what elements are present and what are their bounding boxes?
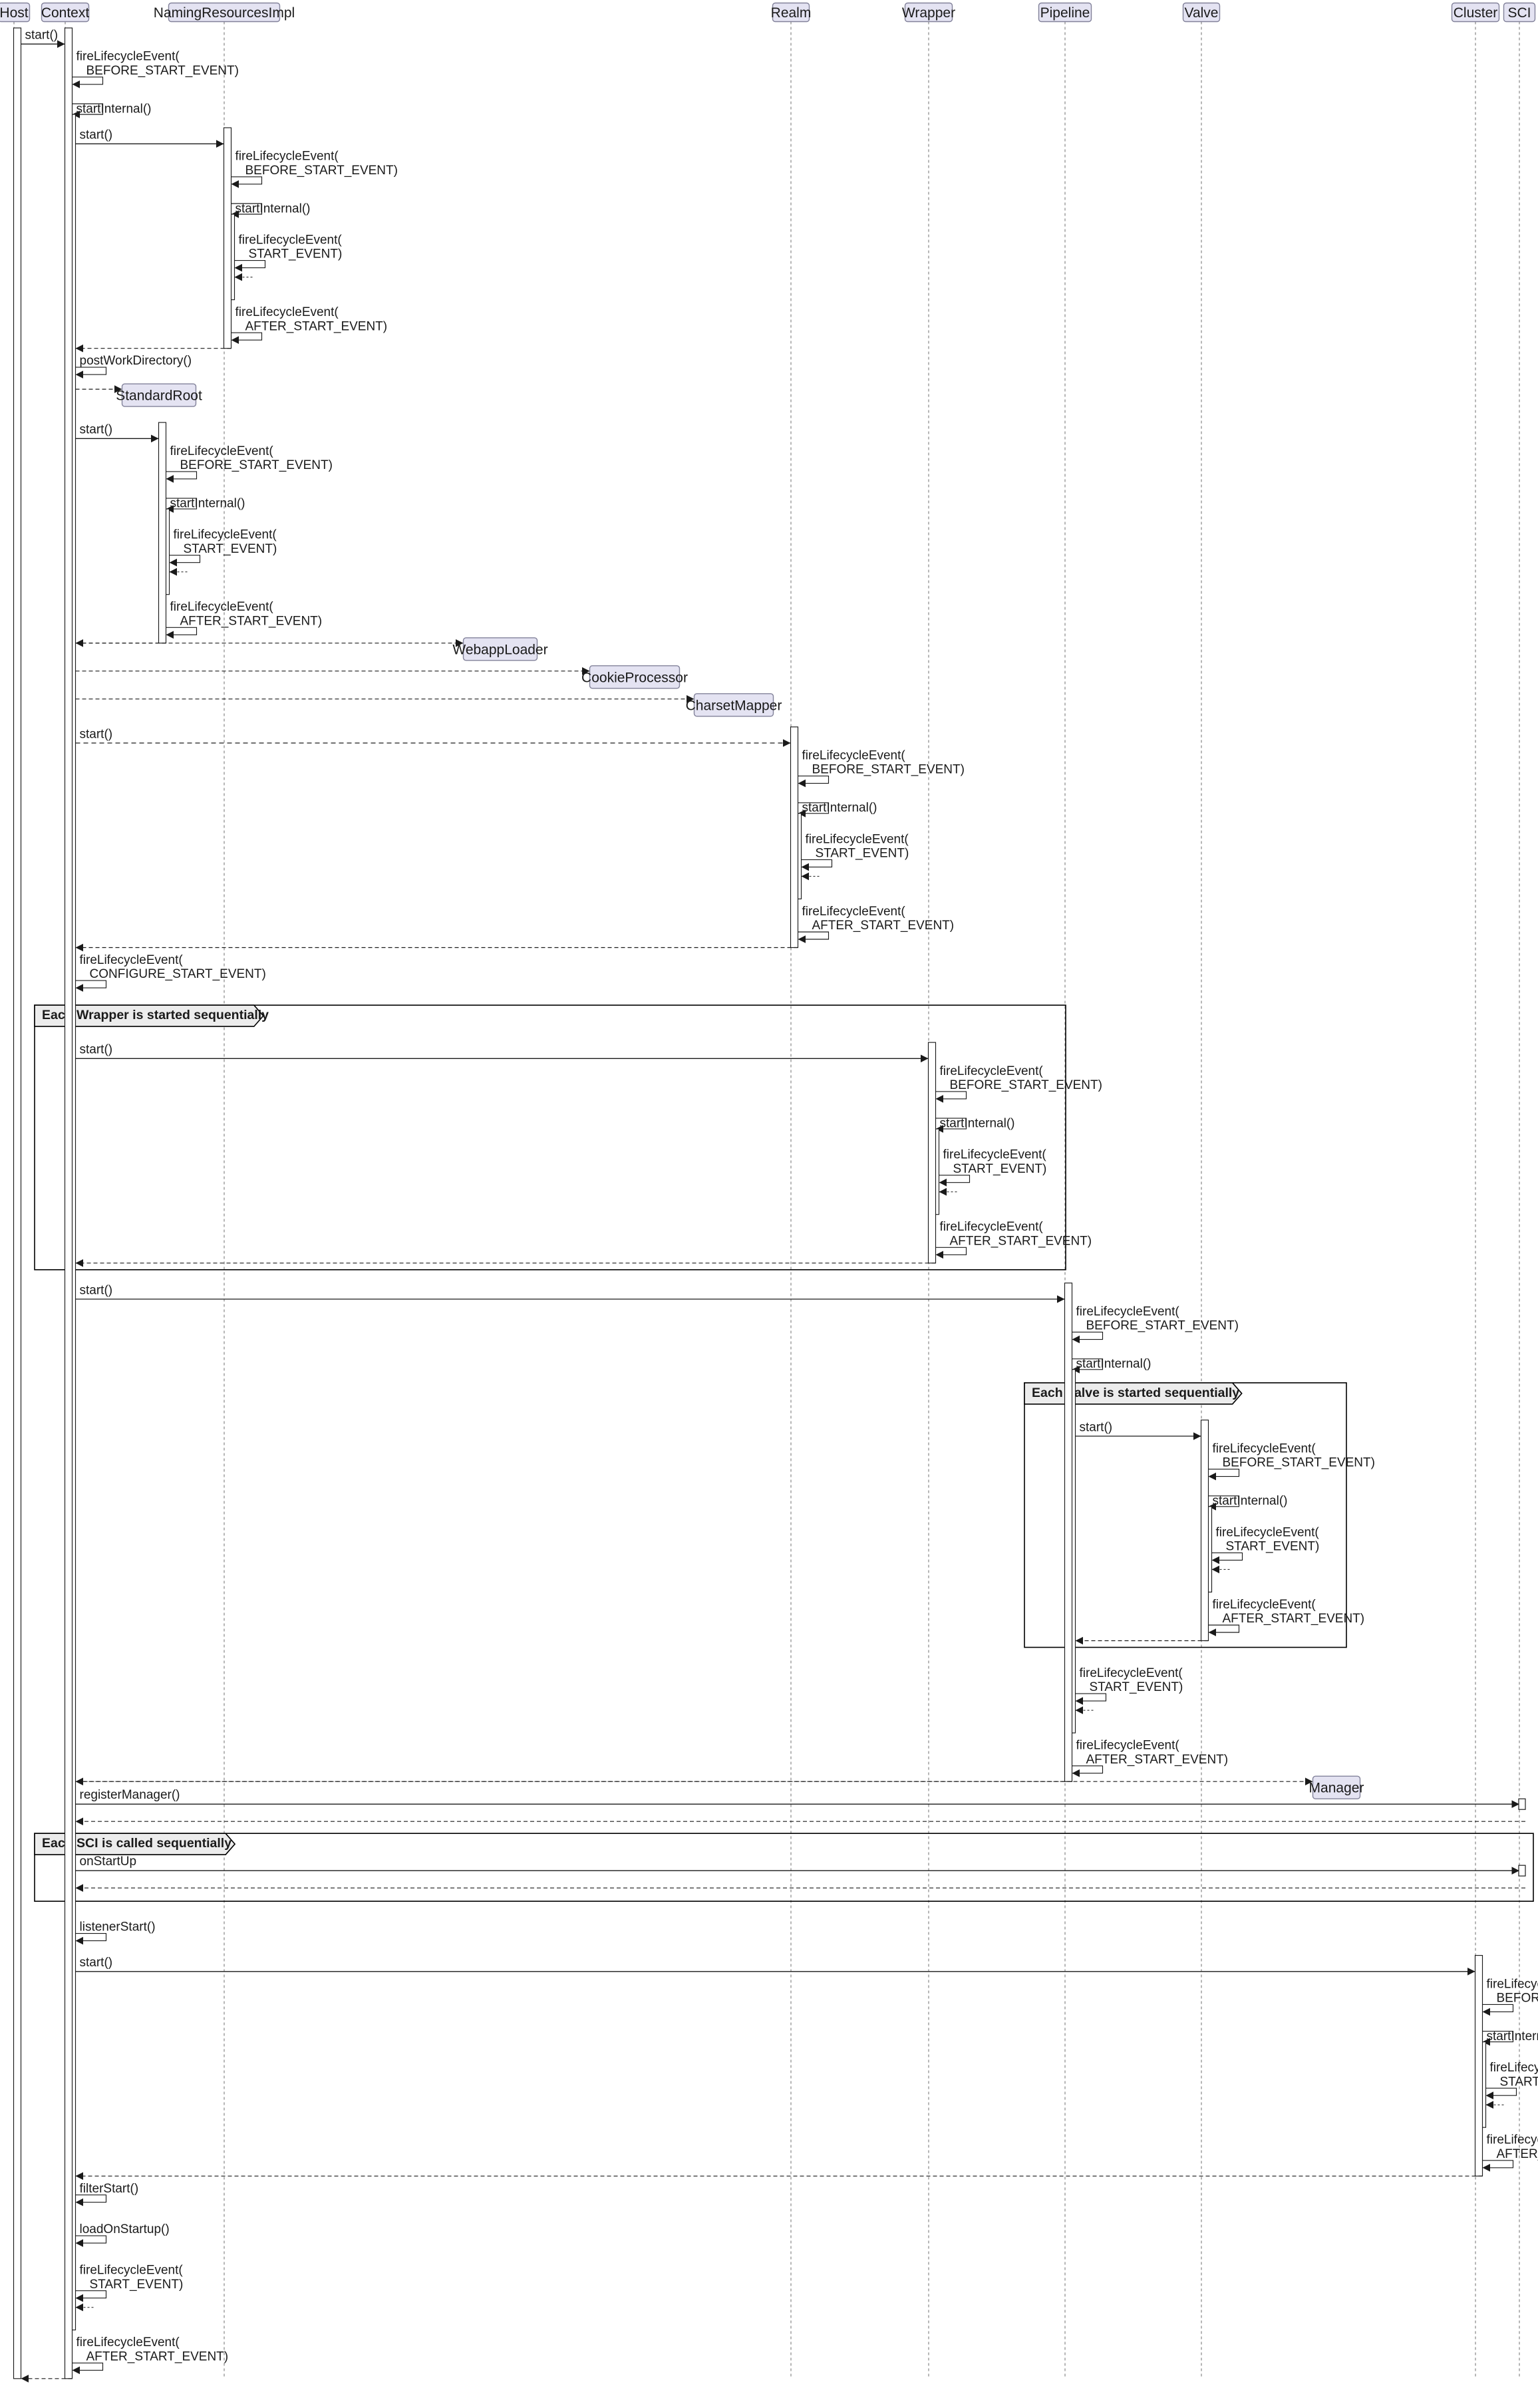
svg-text:Realm: Realm [771, 5, 812, 21]
svg-text:BEFORE_START_EVENT): BEFORE_START_EVENT) [1086, 1319, 1239, 1333]
svg-text:START_EVENT): START_EVENT) [816, 847, 909, 861]
svg-text:start(): start() [80, 423, 113, 437]
svg-text:loadOnStartup(): loadOnStartup() [80, 2222, 170, 2236]
svg-text:AFTER_START_EVENT): AFTER_START_EVENT) [86, 2349, 229, 2363]
svg-text:fireLifecycleEvent(: fireLifecycleEvent( [1080, 1666, 1183, 1680]
svg-text:fireLifecycleEvent(: fireLifecycleEvent( [1213, 1598, 1316, 1612]
svg-text:BEFORE_START_EVENT): BEFORE_START_EVENT) [950, 1078, 1102, 1092]
svg-text:AFTER_START_EVENT): AFTER_START_EVENT) [812, 919, 955, 933]
svg-text:AFTER_START_EVENT): AFTER_START_EVENT) [180, 614, 323, 628]
svg-text:BEFORE_START_EVENT): BEFORE_START_EVENT) [1223, 1456, 1375, 1470]
svg-text:fireLifecycleEvent(: fireLifecycleEvent( [943, 1148, 1047, 1162]
svg-text:fireLifecycleEvent(: fireLifecycleEvent( [80, 953, 184, 967]
svg-text:START_EVENT): START_EVENT) [1090, 1680, 1183, 1694]
svg-text:fireLifecycleEvent(: fireLifecycleEvent( [1487, 1977, 1538, 1991]
svg-text:START_EVENT): START_EVENT) [184, 542, 277, 556]
svg-text:fireLifecycleEvent(: fireLifecycleEvent( [1076, 1739, 1180, 1753]
svg-text:fireLifecycleEvent(: fireLifecycleEvent( [235, 150, 339, 164]
svg-text:fireLifecycleEvent(: fireLifecycleEvent( [1216, 1525, 1320, 1539]
svg-text:START_EVENT): START_EVENT) [1500, 2075, 1538, 2089]
svg-text:start(): start() [80, 1956, 113, 1970]
svg-text:CONFIGURE_START_EVENT): CONFIGURE_START_EVENT) [90, 967, 266, 981]
svg-text:fireLifecycleEvent(: fireLifecycleEvent( [239, 233, 343, 247]
svg-text:start(): start() [1080, 1420, 1113, 1434]
svg-text:AFTER_START_EVENT): AFTER_START_EVENT) [950, 1234, 1092, 1248]
svg-text:BEFORE_START_EVENT): BEFORE_START_EVENT) [86, 64, 239, 78]
svg-text:AFTER_START_EVENT): AFTER_START_EVENT) [245, 319, 388, 333]
svg-text:CharsetMapper: CharsetMapper [686, 698, 782, 713]
svg-text:WebappLoader: WebappLoader [452, 642, 547, 657]
svg-text:start(): start() [80, 1283, 113, 1297]
svg-text:AFTER_START_EVENT): AFTER_START_EVENT) [1223, 1612, 1365, 1626]
svg-text:start(): start() [80, 1043, 113, 1057]
svg-text:AFTER_START_EVENT): AFTER_START_EVENT) [1497, 2147, 1538, 2161]
svg-text:BEFORE_START_EVENT): BEFORE_START_EVENT) [180, 458, 333, 472]
svg-text:fireLifecycleEvent(: fireLifecycleEvent( [174, 528, 277, 542]
svg-text:fireLifecycleEvent(: fireLifecycleEvent( [77, 2335, 180, 2349]
svg-text:fireLifecycleEvent(: fireLifecycleEvent( [940, 1064, 1044, 1078]
svg-text:postWorkDirectory(): postWorkDirectory() [80, 354, 192, 368]
svg-text:fireLifecycleEvent(: fireLifecycleEvent( [235, 305, 339, 319]
svg-text:Each Valve is started sequenti: Each Valve is started sequentially [1032, 1386, 1239, 1400]
svg-text:BEFORE_START_EVENT): BEFORE_START_EVENT) [1497, 1992, 1538, 2006]
svg-text:Cluster: Cluster [1454, 5, 1498, 21]
svg-text:Wrapper: Wrapper [902, 5, 955, 21]
svg-text:fireLifecycleEvent(: fireLifecycleEvent( [806, 832, 909, 846]
svg-text:BEFORE_START_EVENT): BEFORE_START_EVENT) [245, 164, 398, 178]
svg-text:BEFORE_START_EVENT): BEFORE_START_EVENT) [812, 763, 965, 777]
svg-text:start(): start() [80, 727, 113, 741]
svg-text:fireLifecycleEvent(: fireLifecycleEvent( [77, 50, 180, 64]
svg-text:fireLifecycleEvent(: fireLifecycleEvent( [1213, 1442, 1316, 1456]
svg-text:fireLifecycleEvent(: fireLifecycleEvent( [802, 749, 906, 763]
svg-text:START_EVENT): START_EVENT) [953, 1162, 1047, 1176]
svg-text:fireLifecycleEvent(: fireLifecycleEvent( [1490, 2061, 1538, 2075]
svg-text:NamingResourcesImpl: NamingResourcesImpl [154, 5, 295, 21]
svg-text:onStartUp: onStartUp [80, 1855, 137, 1869]
svg-text:fireLifecycleEvent(: fireLifecycleEvent( [170, 600, 274, 614]
svg-text:CookieProcessor: CookieProcessor [581, 670, 688, 685]
svg-text:fireLifecycleEvent(: fireLifecycleEvent( [80, 2264, 184, 2278]
svg-text:AFTER_START_EVENT): AFTER_START_EVENT) [1086, 1753, 1229, 1767]
svg-text:listenerStart(): listenerStart() [80, 1920, 156, 1934]
svg-text:Pipeline: Pipeline [1040, 5, 1090, 21]
svg-text:START_EVENT): START_EVENT) [90, 2278, 184, 2292]
svg-text:fireLifecycleEvent(: fireLifecycleEvent( [1487, 2133, 1538, 2147]
svg-text:Context: Context [41, 5, 90, 21]
svg-text:Valve: Valve [1185, 5, 1219, 21]
svg-text:START_EVENT): START_EVENT) [1226, 1540, 1320, 1554]
svg-text:Host: Host [0, 5, 29, 21]
svg-text:filterStart(): filterStart() [80, 2182, 139, 2196]
svg-text:Each Wrapper is started sequen: Each Wrapper is started sequentially [42, 1008, 269, 1022]
svg-text:registerManager(): registerManager() [80, 1788, 180, 1802]
svg-text:StandardRoot: StandardRoot [116, 388, 202, 404]
svg-text:fireLifecycleEvent(: fireLifecycleEvent( [802, 905, 906, 919]
svg-text:start(): start() [25, 29, 59, 43]
svg-text:SCI: SCI [1507, 5, 1531, 21]
svg-text:fireLifecycleEvent(: fireLifecycleEvent( [940, 1220, 1044, 1234]
svg-text:fireLifecycleEvent(: fireLifecycleEvent( [1076, 1305, 1180, 1319]
svg-text:START_EVENT): START_EVENT) [249, 247, 343, 261]
svg-text:fireLifecycleEvent(: fireLifecycleEvent( [170, 444, 274, 458]
svg-text:Manager: Manager [1309, 1781, 1364, 1796]
svg-text:start(): start() [80, 128, 113, 142]
